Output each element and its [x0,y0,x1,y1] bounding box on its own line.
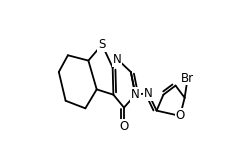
Text: S: S [98,38,106,51]
Text: N: N [113,53,122,66]
Text: Br: Br [181,71,194,84]
Text: O: O [119,120,129,133]
Text: N: N [144,87,153,100]
Text: N: N [131,88,140,101]
Text: O: O [176,109,185,122]
